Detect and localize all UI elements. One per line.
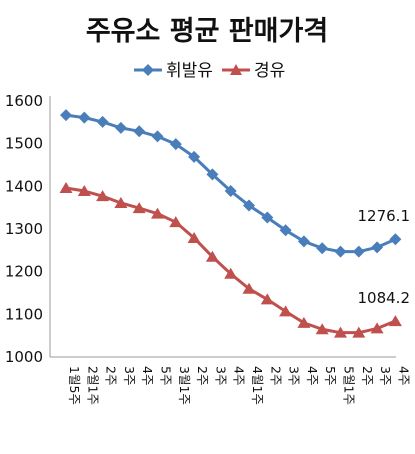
data-point-diamond <box>133 125 146 138</box>
data-labels: 1276.1 1084.2 <box>358 207 411 307</box>
y-tick-label: 1100 <box>5 305 43 323</box>
data-point-triangle <box>151 207 164 219</box>
data-point-diamond <box>224 185 237 198</box>
data-point-diamond <box>169 138 182 151</box>
y-tick-label: 1400 <box>5 177 43 195</box>
data-point-diamond <box>243 199 255 212</box>
data-point-triangle <box>205 250 219 262</box>
y-tick-label: 1000 <box>5 348 43 366</box>
x-tick-label: 2주 <box>360 366 375 385</box>
data-point-triangle <box>242 282 256 294</box>
data-point-diamond <box>334 245 347 258</box>
data-point-triangle <box>352 326 366 338</box>
data-point-diamond <box>316 242 329 255</box>
data-point-triangle <box>279 305 293 317</box>
data-point-diamond <box>352 245 365 258</box>
data-point-triangle <box>260 293 274 305</box>
data-point-triangle <box>388 315 402 327</box>
data-point-diamond <box>96 115 109 128</box>
data-point-diamond <box>261 211 274 224</box>
y-tick-label: 1300 <box>5 220 43 238</box>
data-point-diamond <box>60 109 72 122</box>
x-tick-label: 2주 <box>104 366 119 385</box>
x-tick-label: 2월1주 <box>85 366 100 405</box>
data-point-diamond <box>279 224 292 237</box>
x-tick-label: 3주 <box>213 366 228 385</box>
data-point-diamond <box>206 168 219 181</box>
x-tick-label: 3주 <box>378 366 393 385</box>
x-tick-label: 3월1주 <box>177 366 192 405</box>
y-tick-labels: 1000 1100 1200 1300 1400 1500 1600 <box>5 92 43 366</box>
series-line-2 <box>65 186 396 335</box>
legend-marker-triangle <box>230 64 242 75</box>
data-point-triangle <box>114 196 128 208</box>
data-point-triangle <box>77 185 91 197</box>
x-tick-label: 3주 <box>122 366 137 385</box>
data-point-diamond <box>78 111 91 124</box>
data-point-diamond <box>389 233 402 246</box>
data-point-triangle <box>315 323 329 335</box>
x-tick-label: 4월1주 <box>250 366 265 405</box>
data-point-triangle <box>224 267 238 279</box>
x-tick-label: 2주 <box>195 366 210 385</box>
x-tick-label: 1월5주 <box>67 366 82 405</box>
chart-title: 주유소 평균 판매가격 <box>86 16 328 47</box>
x-tick-label: 3주 <box>287 366 302 385</box>
x-tick-label: 5주 <box>323 366 338 385</box>
x-tick-label: 4주 <box>396 366 411 385</box>
legend-label-2: 경유 <box>254 61 285 81</box>
x-tick-label: 4주 <box>140 366 155 385</box>
data-point-diamond <box>114 121 127 134</box>
data-point-diamond <box>188 150 201 163</box>
data-point-diamond <box>297 235 310 248</box>
data-point-diamond <box>371 241 384 254</box>
data-point-triangle <box>132 202 146 214</box>
data-point-triangle <box>297 316 311 328</box>
data-point-triangle <box>370 322 384 334</box>
y-tick-label: 1600 <box>5 92 43 110</box>
series-line-1 <box>65 113 397 254</box>
end-value-label-2: 1084.2 <box>358 289 411 307</box>
x-tick-label: 5주 <box>159 366 174 385</box>
legend: 휘발유 경유 <box>134 61 285 81</box>
data-point-triangle <box>96 190 110 202</box>
series-layer <box>59 109 402 338</box>
data-point-triangle <box>169 216 183 228</box>
end-value-label-1: 1276.1 <box>358 207 411 225</box>
x-tick-label: 4주 <box>305 366 320 385</box>
x-tick-label: 5월1주 <box>342 366 357 405</box>
data-point-triangle <box>187 231 201 243</box>
y-tick-label: 1200 <box>5 263 43 281</box>
y-tick-label: 1500 <box>5 135 43 153</box>
x-tick-label: 2주 <box>268 366 283 385</box>
x-tick-labels: 1월5주 2월1주 2주 3주 4주 5주 3월1주 2주 3주 4주 4월1주 2주 3주 4주 5주 5월… <box>67 366 415 405</box>
x-tick-label: 4주 <box>232 366 247 385</box>
legend-marker-diamond <box>142 64 154 76</box>
data-point-triangle <box>59 182 73 194</box>
data-point-triangle <box>334 326 347 338</box>
legend-label-1: 휘발유 <box>166 61 213 81</box>
data-point-diamond <box>151 130 164 143</box>
